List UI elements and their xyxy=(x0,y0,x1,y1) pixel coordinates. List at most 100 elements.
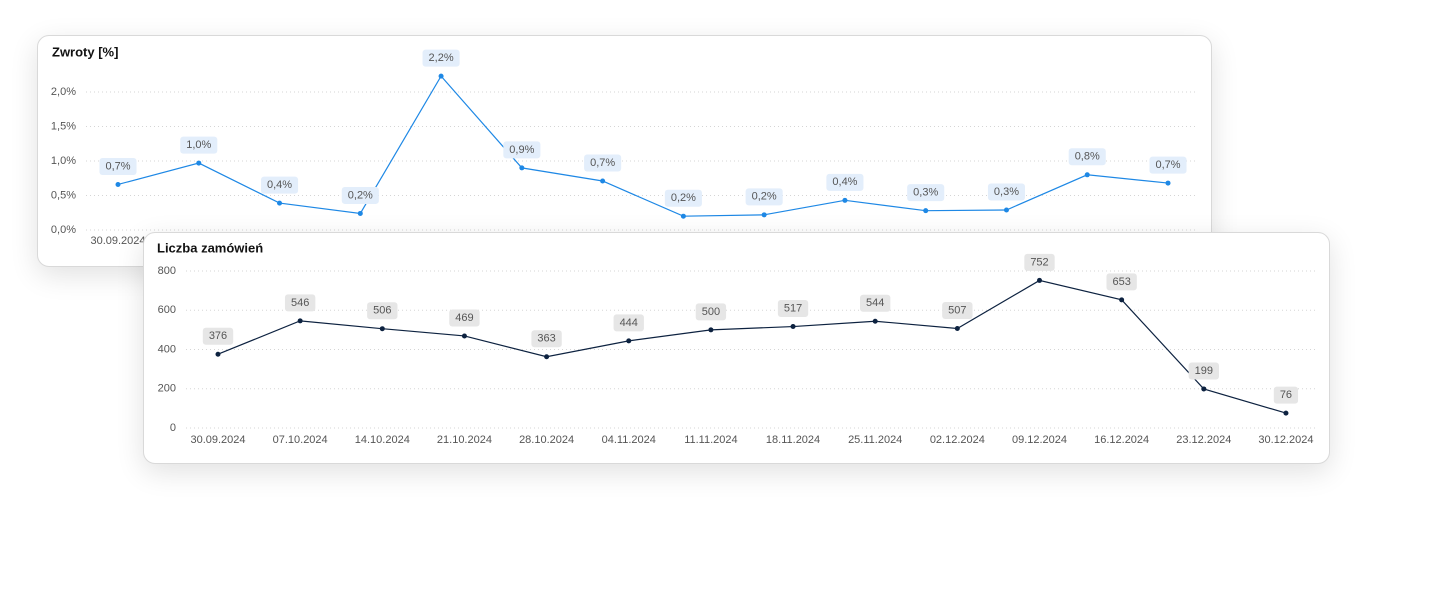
data-label-text: 653 xyxy=(1112,276,1130,288)
x-tick-label: 16.12.2024 xyxy=(1094,434,1149,446)
y-tick-label: 0,5% xyxy=(51,189,76,201)
data-label: 76 xyxy=(1273,386,1299,404)
data-label-box xyxy=(367,302,398,320)
point xyxy=(544,354,550,360)
data-label-text: 0,2% xyxy=(752,191,777,203)
data-label: 0,9% xyxy=(503,141,541,159)
data-label-text: 76 xyxy=(1280,389,1292,401)
y-tick-label: 1,0% xyxy=(51,155,76,167)
data-label: 506 xyxy=(367,302,398,320)
point xyxy=(196,160,202,166)
data-label: 653 xyxy=(1106,273,1137,291)
data-label-text: 0,2% xyxy=(348,189,373,201)
data-label-text: 469 xyxy=(455,312,473,324)
data-label: 0,4% xyxy=(261,176,299,194)
y-tick-label: 0,0% xyxy=(51,224,76,236)
data-label-text: 0,2% xyxy=(671,192,696,204)
point xyxy=(438,73,444,79)
line xyxy=(117,75,1169,217)
data-label-box xyxy=(987,183,1026,201)
data-label: 0,3% xyxy=(987,183,1026,201)
data-label-text: 752 xyxy=(1030,256,1048,268)
y-tick-label: 200 xyxy=(158,383,176,395)
x-tick-label: 30.09.2024 xyxy=(90,235,145,247)
data-label-text: 0,4% xyxy=(832,176,857,188)
data-label-text: 0,4% xyxy=(267,179,292,191)
point xyxy=(923,208,929,214)
data-label-box xyxy=(860,294,891,312)
point xyxy=(1003,207,1009,213)
data-label-box xyxy=(826,173,864,191)
data-label: 0,2% xyxy=(745,188,783,206)
data-label: 500 xyxy=(695,303,727,321)
data-label-text: 507 xyxy=(948,304,966,316)
data-label: 0,7% xyxy=(99,157,137,175)
y-tick-label: 400 xyxy=(158,343,176,355)
data-label-box xyxy=(695,303,727,321)
point xyxy=(626,338,632,344)
x-tick-label: 11.11.2024 xyxy=(684,434,737,446)
x-tick-label: 04.11.2024 xyxy=(602,434,656,446)
x-tick-label: 30.12.2024 xyxy=(1258,434,1313,446)
data-label-text: 363 xyxy=(537,333,555,345)
data-label: 376 xyxy=(202,327,234,345)
x-tick-label: 30.09.2024 xyxy=(190,434,245,446)
point xyxy=(761,212,767,218)
data-label-box xyxy=(1273,386,1299,404)
line xyxy=(217,279,1287,414)
data-label: 1,0% xyxy=(180,136,218,154)
x-tick-label: 02.12.2024 xyxy=(930,434,985,446)
data-label: 546 xyxy=(284,294,316,312)
point xyxy=(708,327,714,333)
data-label-text: 517 xyxy=(784,302,802,314)
point xyxy=(1283,410,1289,416)
data-label-box xyxy=(777,300,809,318)
data-label: 2,2% xyxy=(422,49,460,67)
x-tick-label: 25.11.2024 xyxy=(848,434,902,446)
point xyxy=(790,324,796,330)
y-tick-label: 1,5% xyxy=(51,120,76,132)
data-label-text: 0,8% xyxy=(1075,151,1100,163)
x-tick-label: 07.10.2024 xyxy=(273,434,328,446)
data-label-text: 0,7% xyxy=(590,157,615,169)
point xyxy=(954,326,960,332)
data-label-box xyxy=(503,141,541,159)
x-tick-label: 14.10.2024 xyxy=(355,434,410,446)
point xyxy=(215,351,221,357)
data-label-box xyxy=(422,49,460,67)
data-label-box xyxy=(180,136,218,154)
y-tick-label: 0 xyxy=(170,422,176,434)
data-label-box xyxy=(613,314,644,332)
data-label-text: 199 xyxy=(1195,365,1213,377)
data-label: 0,4% xyxy=(826,173,864,191)
y-tick-label: 2,0% xyxy=(51,86,76,98)
data-label-text: 546 xyxy=(291,297,309,309)
data-label-box xyxy=(664,189,702,207)
data-label-box xyxy=(99,157,137,175)
data-label-text: 444 xyxy=(620,317,638,329)
data-label-text: 0,3% xyxy=(913,187,938,199)
data-label-box xyxy=(202,327,234,345)
data-label: 0,3% xyxy=(907,184,945,202)
data-label-box xyxy=(261,176,299,194)
chart: Zwroty [%] 0,0% 0,5% 1,0% 1,5% 2,0% 30.09.202… xyxy=(51,44,1198,247)
data-label-text: 506 xyxy=(373,305,391,317)
data-label-box xyxy=(1024,253,1055,271)
data-label: 752 xyxy=(1024,253,1055,271)
x-tick-label: 23.12.2024 xyxy=(1176,434,1231,446)
data-label: 0,7% xyxy=(1149,156,1187,174)
point xyxy=(1119,297,1125,303)
data-label-text: 0,9% xyxy=(509,144,534,156)
data-label-box xyxy=(1106,273,1137,291)
data-label: 517 xyxy=(777,300,809,318)
chart: Liczba zamówień 0 200 400 600 800 30.09.2024 0… xyxy=(157,240,1316,446)
point xyxy=(115,181,121,187)
point xyxy=(379,326,385,332)
orders-card: Liczba zamówień 0 200 400 600 800 30.09.2024 0… xyxy=(143,232,1330,464)
data-label: 0,8% xyxy=(1068,148,1106,166)
x-tick-label: 21.10.2024 xyxy=(437,434,492,446)
data-label-box xyxy=(531,330,562,348)
data-label-text: 0,3% xyxy=(994,186,1019,198)
point xyxy=(1165,180,1171,186)
data-label: 544 xyxy=(860,294,891,312)
